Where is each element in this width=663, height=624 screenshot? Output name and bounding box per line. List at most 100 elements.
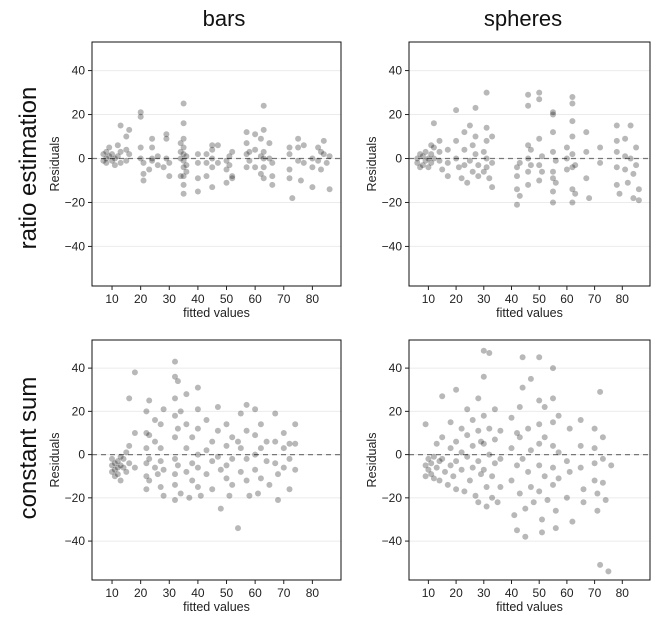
data-point <box>243 151 250 158</box>
data-point <box>525 181 532 188</box>
data-point <box>458 466 465 473</box>
data-point <box>194 464 201 471</box>
data-point <box>172 412 178 419</box>
data-point <box>624 179 631 186</box>
data-point <box>203 173 210 180</box>
x-axis-label: fitted values <box>183 306 250 320</box>
data-point <box>514 186 520 193</box>
data-point <box>189 460 196 467</box>
data-point <box>106 144 113 151</box>
data-point <box>143 408 150 415</box>
data-point <box>257 445 264 452</box>
data-point <box>580 486 587 493</box>
data-point <box>235 525 241 532</box>
data-point <box>591 460 598 467</box>
data-point <box>246 148 253 155</box>
data-point <box>286 455 293 462</box>
y-axis-label: Residuals <box>48 433 62 488</box>
data-point <box>422 421 429 428</box>
data-point <box>486 451 493 458</box>
data-point <box>114 464 121 471</box>
data-point <box>436 157 443 164</box>
data-point <box>539 516 545 523</box>
data-point <box>433 464 440 471</box>
data-point <box>269 159 276 166</box>
data-point <box>260 155 267 162</box>
data-point <box>209 142 216 149</box>
data-point <box>183 468 190 475</box>
data-point <box>428 471 435 478</box>
data-point <box>326 153 333 160</box>
data-point <box>527 162 534 169</box>
data-point <box>552 157 559 164</box>
data-point <box>229 173 236 180</box>
data-point <box>214 453 221 460</box>
data-point <box>428 159 435 166</box>
data-point <box>633 162 640 169</box>
y-tick-label: −20 <box>65 491 86 505</box>
data-point <box>260 164 267 171</box>
data-point <box>160 164 167 171</box>
data-point <box>480 373 487 380</box>
data-point <box>172 455 178 462</box>
data-point <box>436 477 443 484</box>
data-point <box>602 497 609 503</box>
data-point <box>569 94 576 100</box>
data-point <box>525 142 532 149</box>
y-tick-label: 0 <box>78 152 85 166</box>
data-point <box>309 155 316 162</box>
data-point <box>229 175 236 182</box>
data-point <box>280 430 287 436</box>
data-point <box>428 151 435 158</box>
data-point <box>525 168 532 175</box>
data-point <box>243 164 250 171</box>
data-point <box>536 135 543 142</box>
data-point <box>472 104 479 111</box>
data-point <box>174 425 181 432</box>
data-point <box>180 120 187 127</box>
data-point <box>292 466 299 473</box>
data-point <box>209 146 216 153</box>
data-point <box>318 148 324 155</box>
data-point <box>243 477 250 484</box>
data-point <box>109 455 115 462</box>
data-point <box>483 503 490 510</box>
data-point <box>577 442 584 449</box>
data-point <box>177 155 184 162</box>
data-point <box>263 438 270 445</box>
data-point <box>478 471 484 478</box>
data-point <box>194 451 201 458</box>
data-point <box>326 186 333 193</box>
data-point <box>597 144 604 151</box>
data-point <box>183 421 190 428</box>
data-point <box>172 481 178 488</box>
data-point <box>475 162 482 169</box>
data-point <box>453 458 460 465</box>
data-point <box>292 440 299 447</box>
data-point <box>417 151 424 158</box>
data-point <box>123 468 130 475</box>
data-point <box>177 408 184 415</box>
data-point <box>519 354 526 361</box>
data-point <box>569 100 576 107</box>
data-point <box>140 170 147 177</box>
data-point <box>417 164 424 171</box>
data-point <box>439 393 446 400</box>
data-point <box>428 460 435 467</box>
data-point <box>137 109 144 116</box>
data-point <box>569 151 576 158</box>
y-tick-label: 40 <box>72 64 86 78</box>
data-point <box>109 151 115 158</box>
data-point <box>137 113 144 120</box>
data-point <box>536 177 543 184</box>
data-point <box>286 175 293 182</box>
data-point <box>223 166 230 173</box>
data-point <box>203 159 210 166</box>
data-point <box>550 111 556 118</box>
data-point <box>172 373 178 380</box>
data-point <box>275 497 281 503</box>
data-point <box>252 432 259 439</box>
y-tick-label: 20 <box>72 108 86 122</box>
y-axis-label: Residuals <box>365 433 379 488</box>
data-point <box>439 434 446 441</box>
